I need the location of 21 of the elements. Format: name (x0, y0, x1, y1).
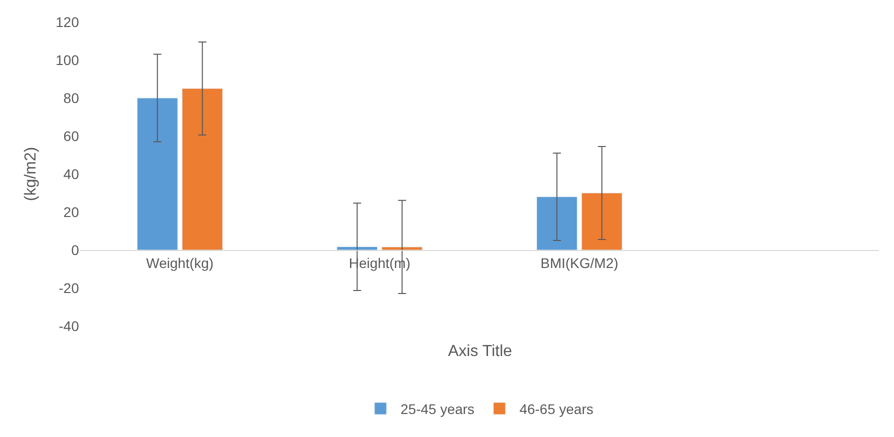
bar (382, 246, 423, 250)
bar (536, 196, 578, 250)
y-tick-label: 60 (63, 128, 80, 144)
x-tick-label: Weight(kg) (146, 254, 214, 271)
bar (136, 98, 178, 250)
y-axis-title: (kg/m2) (22, 146, 40, 202)
x-axis-title: Axis Title (448, 343, 512, 360)
bar (336, 246, 378, 250)
y-tick-label: 20 (63, 204, 80, 220)
y-tick-label: 80 (63, 90, 80, 106)
y-tick-label: 120 (56, 14, 80, 30)
bar (581, 192, 622, 250)
y-tick-label: 40 (63, 166, 80, 182)
legend-label: 25-45 years (400, 400, 474, 417)
y-tick-label: 100 (56, 52, 80, 68)
bar (182, 88, 223, 250)
legend-label: 46-65 years (519, 400, 594, 417)
y-tick-label: -40 (58, 318, 80, 334)
x-tick-label: BMI(KG/M2) (540, 254, 618, 271)
y-tick-label: -20 (58, 280, 80, 296)
y-tick-label: 0 (71, 242, 80, 258)
